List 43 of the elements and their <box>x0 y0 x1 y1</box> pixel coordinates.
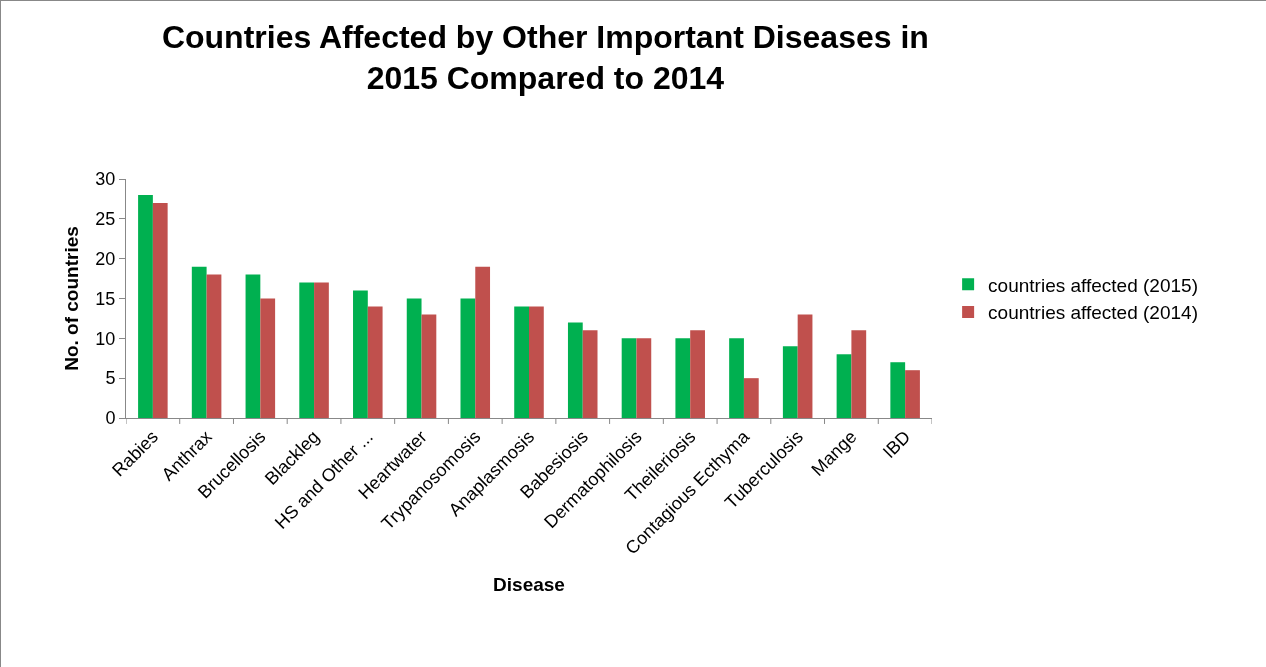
bar <box>729 338 744 418</box>
bar <box>260 298 276 418</box>
bar <box>152 202 168 418</box>
bar <box>851 330 867 418</box>
y-tick-label: 20 <box>95 248 116 269</box>
bar <box>353 290 368 418</box>
y-tick-label: 5 <box>105 368 116 389</box>
bar <box>206 274 222 418</box>
bar <box>621 338 637 418</box>
bar <box>690 330 705 418</box>
bar <box>567 322 583 418</box>
bar <box>582 330 598 418</box>
x-tick-label: IBD <box>878 426 915 463</box>
bar <box>905 370 920 418</box>
bar <box>636 338 652 418</box>
y-tick-label: 15 <box>95 288 116 309</box>
bar <box>797 314 813 418</box>
legend-label: countries affected (2014) <box>988 302 1198 324</box>
bar <box>675 338 691 418</box>
legend-label: countries affected (2015) <box>988 274 1198 296</box>
bar <box>475 266 491 418</box>
bar <box>529 306 544 418</box>
y-tick-label: 30 <box>95 169 116 190</box>
bar <box>367 306 383 418</box>
y-tick-label: 0 <box>105 408 116 429</box>
bar <box>421 314 437 418</box>
bar <box>406 298 422 418</box>
y-axis-title: No. of countries <box>61 226 82 371</box>
bar <box>460 298 476 418</box>
chart-title: Countries Affected by Other Important Diseases in 2015 Compared to 2014 <box>161 18 929 97</box>
bar <box>514 306 529 418</box>
bar <box>314 282 329 418</box>
x-axis-title: Disease <box>493 574 565 596</box>
bar <box>245 274 261 418</box>
bar <box>782 346 798 418</box>
bar <box>191 266 207 418</box>
bar <box>299 282 315 418</box>
bar <box>138 194 153 418</box>
bar <box>743 378 759 418</box>
y-tick-label: 10 <box>95 328 116 349</box>
y-tick-label: 25 <box>95 209 116 230</box>
bar <box>890 362 906 418</box>
bar <box>836 354 852 418</box>
